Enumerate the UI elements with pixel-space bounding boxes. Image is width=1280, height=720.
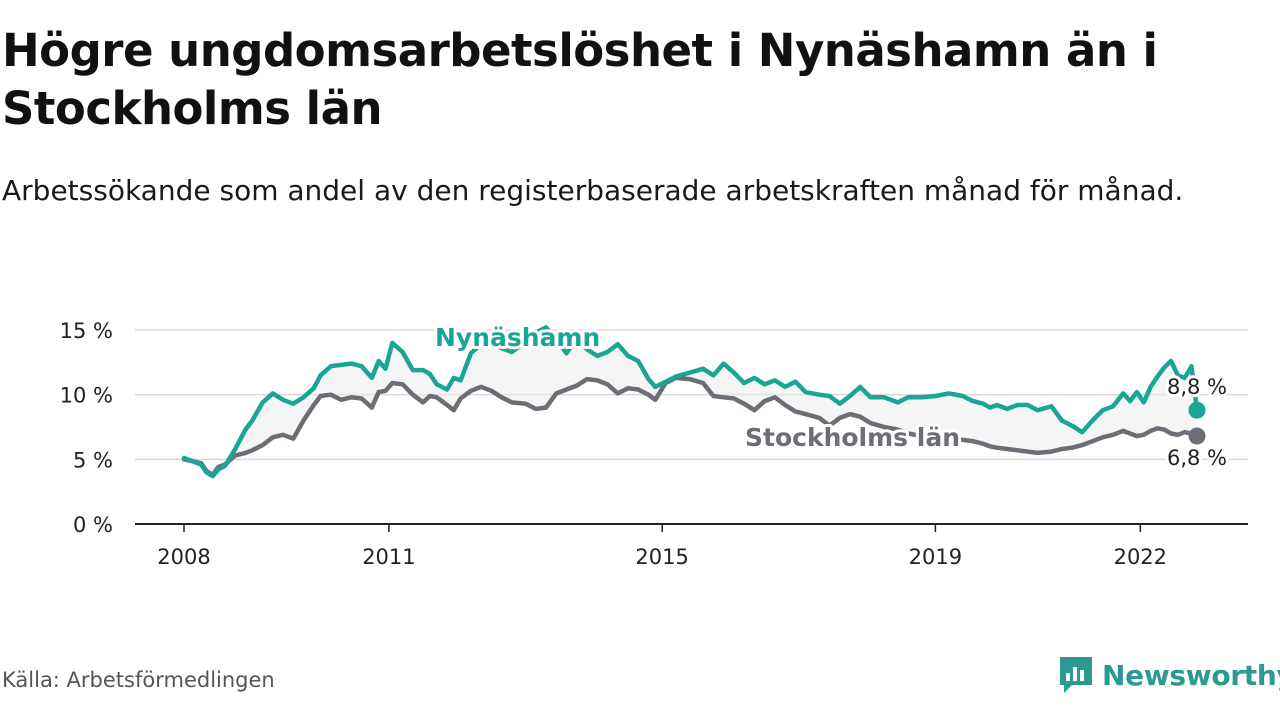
series-label-nynashamn: Nynäshamn [435,323,600,352]
series-label-stockholms-lan: Stockholms län [745,423,960,452]
end-point-nynashamn [1188,401,1206,419]
chart-subtitle: Arbetssökande som andel av den registerb… [2,174,1184,207]
x-tick-label: 2015 [635,545,688,569]
x-tick-label: 2008 [157,545,210,569]
chart-title: Högre ungdomsarbetslöshet i Nynäshamn än… [2,24,1158,135]
x-tick-label: 2019 [909,545,962,569]
series-line-nynashamn [181,325,1200,479]
end-label-nynashamn: 8,8 % [1167,375,1227,399]
y-tick-label: 10 % [60,384,113,408]
end-point-stockholms-lan [1188,427,1206,445]
newsworthy-logo[interactable]: Newsworthy [1058,654,1280,696]
svg-text:8,8 %: 8,8 % [1167,375,1227,399]
svg-text:Nynäshamn: Nynäshamn [435,323,600,352]
svg-text:Stockholms län: Stockholms län [745,423,960,452]
y-tick-label: 0 % [73,513,113,537]
source-note: Källa: Arbetsförmedlingen [2,668,275,692]
y-tick-label: 5 % [73,448,113,472]
x-tick-label: 2011 [362,545,415,569]
newsworthy-logo-icon [1060,657,1092,693]
end-label-stockholms-lan: 6,8 % [1167,446,1227,470]
y-tick-label: 15 % [60,319,113,343]
svg-text:6,8 %: 6,8 % [1167,446,1227,470]
x-tick-label: 2022 [1114,545,1167,569]
brand-name: Newsworthy [1102,658,1280,692]
